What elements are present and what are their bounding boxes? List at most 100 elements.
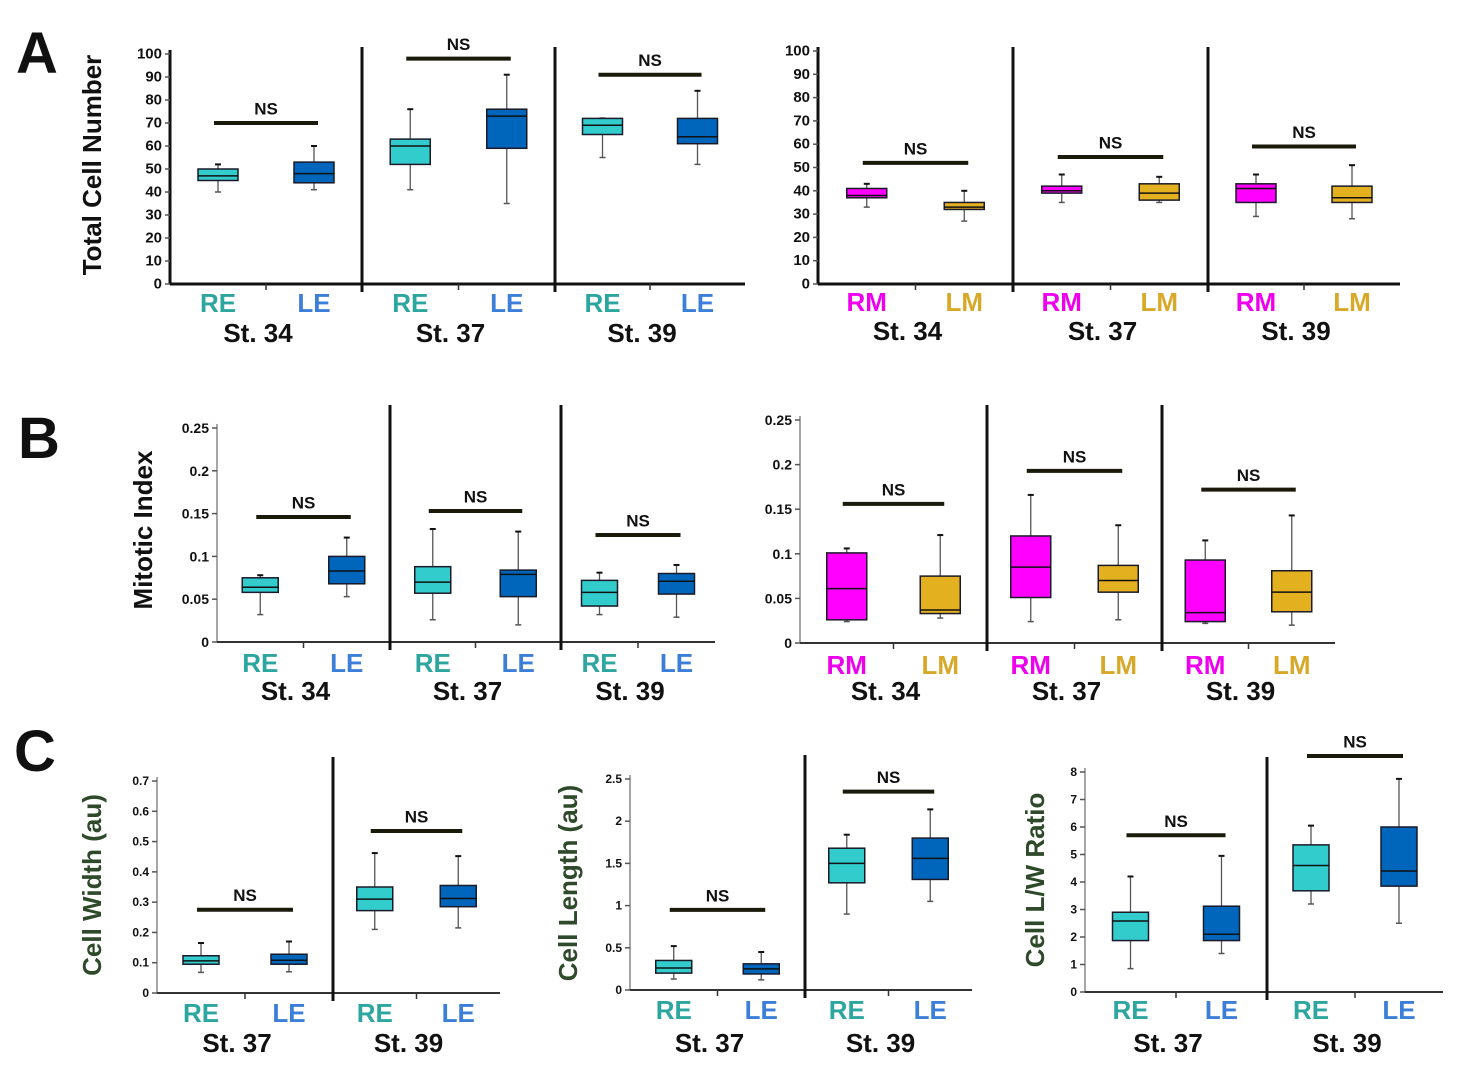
y-tick-label: 100 bbox=[785, 43, 810, 60]
category-label: RE bbox=[183, 998, 219, 1028]
box-iqr bbox=[1235, 183, 1277, 204]
y-tick-label: 8 bbox=[1070, 765, 1077, 779]
significance-label: NS bbox=[254, 100, 278, 119]
y-tick-label: 0 bbox=[154, 276, 162, 293]
y-tick-label: 60 bbox=[793, 136, 810, 153]
category-label: RE bbox=[357, 998, 393, 1028]
box-iqr bbox=[486, 108, 528, 150]
y-tick-label: 1 bbox=[1070, 958, 1077, 972]
box-lm bbox=[1271, 514, 1313, 626]
box-le bbox=[486, 73, 528, 205]
y-tick-label: 0.6 bbox=[132, 804, 149, 818]
category-label: LE bbox=[490, 288, 523, 318]
box-iqr bbox=[1111, 911, 1150, 942]
y-tick-label: 80 bbox=[145, 92, 162, 109]
box-iqr bbox=[828, 847, 866, 884]
box-re bbox=[655, 945, 693, 980]
stage-label: St. 39 bbox=[374, 1028, 443, 1058]
category-label: RE bbox=[1112, 995, 1148, 1025]
category-label: LE bbox=[442, 998, 475, 1028]
y-tick-label: 70 bbox=[145, 115, 162, 132]
category-label: LE bbox=[681, 288, 714, 318]
category-label: LE bbox=[272, 998, 305, 1028]
box-rm bbox=[1010, 493, 1052, 623]
stage-label: St. 39 bbox=[595, 676, 664, 706]
box-iqr bbox=[1271, 569, 1313, 613]
box-iqr bbox=[1331, 185, 1373, 204]
box-rm bbox=[1041, 173, 1083, 204]
y-tick-label: 10 bbox=[793, 252, 810, 269]
y-tick-label: 40 bbox=[793, 182, 810, 199]
significance-label: NS bbox=[1164, 812, 1188, 831]
chart-5: 0 0.1 0.2 0.3 0.4 0.5 0.6 0.7 Cell Width (au) RE L… bbox=[77, 757, 500, 1058]
category-label: RM bbox=[1236, 287, 1276, 317]
significance-label: NS bbox=[882, 480, 906, 499]
y-tick-label: 0 bbox=[1070, 985, 1077, 999]
y-tick-label: 1 bbox=[615, 899, 622, 913]
category-label: LE bbox=[502, 648, 535, 678]
y-tick-label: 80 bbox=[793, 89, 810, 106]
y-tick-label: 0.25 bbox=[182, 420, 209, 436]
box-iqr bbox=[657, 572, 696, 595]
category-label: LE bbox=[660, 648, 693, 678]
category-label: RM bbox=[827, 650, 867, 680]
y-tick-label: 2 bbox=[615, 814, 622, 828]
category-label: RM bbox=[847, 287, 887, 317]
category-label: LM bbox=[945, 287, 983, 317]
category-label: RE bbox=[200, 288, 236, 318]
significance-label: NS bbox=[233, 886, 257, 905]
y-tick-label: 0.4 bbox=[132, 865, 149, 879]
stage-label: St. 34 bbox=[261, 676, 331, 706]
y-tick-label: 5 bbox=[1070, 848, 1077, 862]
y-tick-label: 20 bbox=[793, 229, 810, 246]
significance-label: NS bbox=[1063, 447, 1087, 466]
box-iqr bbox=[1184, 559, 1226, 623]
category-label: RE bbox=[581, 648, 617, 678]
box-re bbox=[1292, 824, 1330, 905]
y-tick-label: 90 bbox=[145, 69, 162, 86]
y-tick-label: 0.15 bbox=[182, 506, 209, 522]
y-tick-label: 0.15 bbox=[765, 501, 792, 517]
box-iqr bbox=[1138, 183, 1180, 201]
box-re bbox=[581, 117, 624, 159]
box-le bbox=[911, 808, 949, 903]
box-lm bbox=[1138, 175, 1180, 204]
box-iqr bbox=[414, 565, 452, 594]
significance-label: NS bbox=[447, 35, 471, 54]
stage-label: St. 34 bbox=[223, 318, 293, 348]
y-tick-label: 3 bbox=[1070, 903, 1077, 917]
box-rm bbox=[846, 182, 888, 208]
y-tick-label: 20 bbox=[145, 230, 162, 247]
y-tick-label: 0.05 bbox=[765, 590, 792, 606]
y-tick-label: 0.5 bbox=[132, 835, 149, 849]
category-label: LE bbox=[297, 288, 330, 318]
box-re bbox=[389, 108, 431, 191]
box-iqr bbox=[676, 117, 719, 145]
significance-label: NS bbox=[1099, 134, 1123, 153]
box-iqr bbox=[197, 168, 239, 182]
category-label: LM bbox=[1273, 650, 1311, 680]
box-le bbox=[270, 940, 308, 973]
box-le bbox=[657, 563, 696, 618]
box-iqr bbox=[1097, 564, 1139, 593]
box-re bbox=[182, 942, 220, 974]
box-lm bbox=[943, 189, 985, 222]
y-tick-label: 0.2 bbox=[190, 463, 210, 479]
significance-label: NS bbox=[638, 51, 662, 70]
box-iqr bbox=[1202, 905, 1241, 942]
significance-label: NS bbox=[464, 488, 488, 507]
y-tick-label: 7 bbox=[1070, 793, 1077, 807]
box-iqr bbox=[919, 575, 961, 615]
